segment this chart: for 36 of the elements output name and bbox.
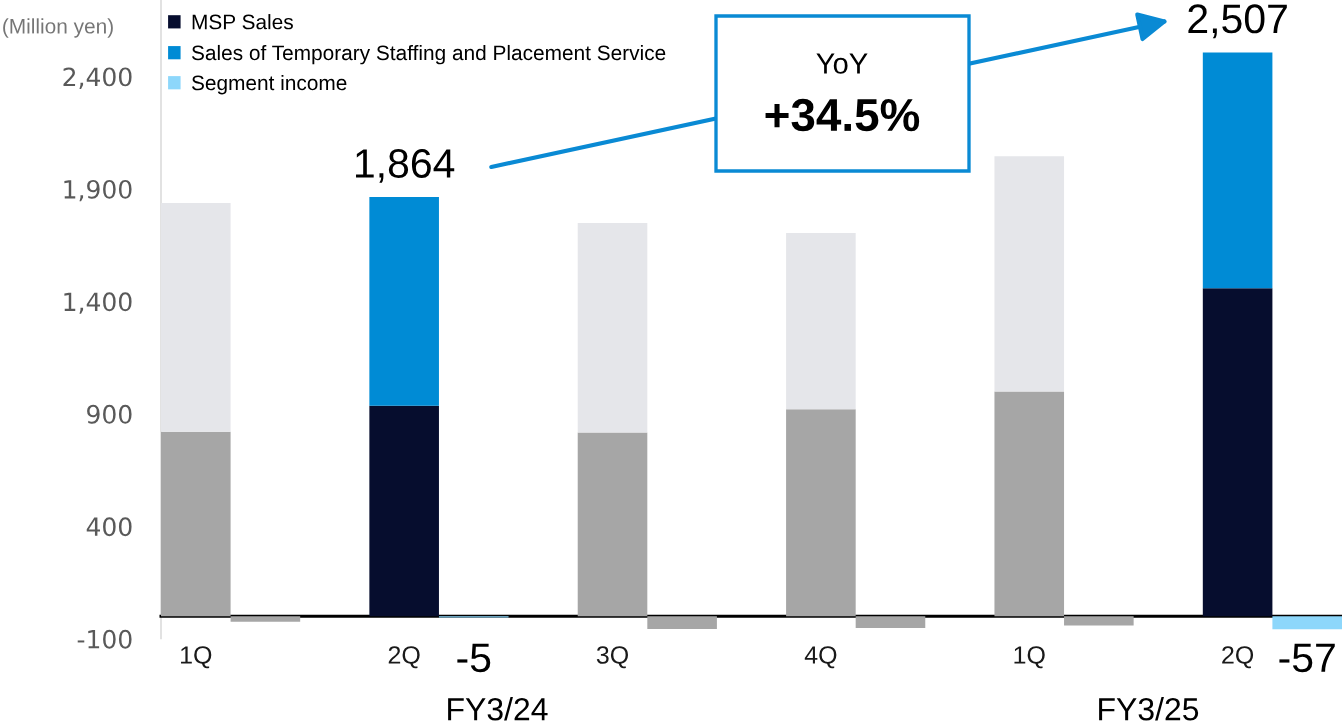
x-tick-label: 2Q [1222,646,1254,669]
legend-label: MSP Sales [192,14,293,30]
annotation: +34.5% [765,98,920,132]
y-tick-label: 1,900 [64,179,132,202]
legend-label: Sales of Temporary Staffing and Placement Service [191,44,666,65]
bar [369,405,439,617]
bar [786,409,856,617]
y-tick-label: 900 [87,404,132,424]
data-label: -57 [1279,643,1335,673]
bar [1202,288,1273,617]
bar [369,197,439,406]
data-label: -5 [457,643,491,673]
x-tick-label: 2Q [388,646,420,669]
bar [161,431,231,617]
y-axis-title: (Million yen) [3,18,113,38]
total-label: 1,864 [356,148,455,183]
bar [161,203,231,432]
y-tick-label: -100 [77,629,132,649]
bar [577,222,648,433]
legend-label: Segment income [191,74,347,95]
text: FY3/25 [1099,697,1199,721]
bar [994,391,1065,617]
annotation: YoY [816,53,868,74]
text: FY3/24 [448,697,548,721]
bar [994,156,1065,392]
bar [786,233,856,410]
x-tick-label: 4Q [804,646,837,669]
y-tick-label: 1,400 [64,292,132,314]
y-tick-label: 2,400 [63,67,132,89]
y-tick-label: 400 [86,517,132,537]
bar [577,432,648,617]
x-tick-label: 1Q [181,646,212,669]
bar [1202,52,1273,289]
x-tick-label: 1Q [1014,646,1045,669]
x-tick-label: 3Q [596,646,628,669]
total-label: 2,507 [1188,4,1287,39]
